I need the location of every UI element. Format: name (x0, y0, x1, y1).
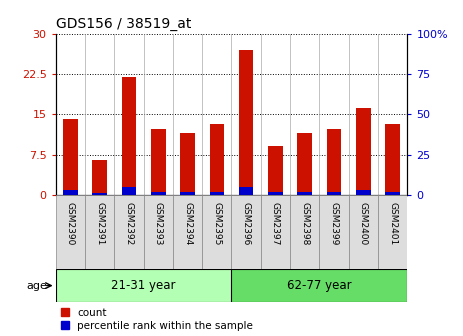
Text: age: age (26, 281, 47, 291)
Bar (232, 269, 407, 302)
Bar (268, 192, 283, 195)
Text: GSM2398: GSM2398 (300, 202, 309, 246)
Bar (151, 192, 166, 195)
Bar (349, 195, 378, 269)
Bar (297, 133, 312, 195)
Bar (297, 192, 312, 195)
Text: GSM2399: GSM2399 (330, 202, 338, 246)
Text: GSM2390: GSM2390 (66, 202, 75, 246)
Bar (151, 129, 166, 195)
Bar (180, 192, 195, 195)
Text: GSM2391: GSM2391 (95, 202, 104, 246)
Bar (385, 192, 400, 195)
Bar (114, 195, 144, 269)
Text: GSM2397: GSM2397 (271, 202, 280, 246)
Bar (319, 195, 349, 269)
Bar (239, 50, 254, 195)
Text: GSM2396: GSM2396 (242, 202, 250, 246)
Bar (385, 124, 400, 195)
Bar (232, 195, 261, 269)
Text: GSM2394: GSM2394 (183, 202, 192, 246)
Bar (121, 187, 136, 195)
Bar (356, 190, 371, 195)
Bar (180, 133, 195, 195)
Text: 21-31 year: 21-31 year (111, 279, 176, 292)
Bar (261, 195, 290, 269)
Text: GSM2393: GSM2393 (154, 202, 163, 246)
Bar (268, 146, 283, 195)
Bar (290, 195, 319, 269)
Bar (209, 124, 224, 195)
Legend: count, percentile rank within the sample: count, percentile rank within the sample (61, 308, 253, 331)
Text: 62-77 year: 62-77 year (287, 279, 352, 292)
Bar (92, 193, 107, 195)
Bar (63, 119, 78, 195)
Bar (85, 195, 114, 269)
Bar (63, 190, 78, 195)
Bar (173, 195, 202, 269)
Bar (327, 129, 342, 195)
Text: GSM2401: GSM2401 (388, 202, 397, 246)
Bar (121, 77, 136, 195)
Bar (202, 195, 232, 269)
Bar (56, 195, 85, 269)
Bar (56, 269, 232, 302)
Text: GDS156 / 38519_at: GDS156 / 38519_at (56, 17, 191, 31)
Bar (356, 108, 371, 195)
Text: GSM2400: GSM2400 (359, 202, 368, 246)
Bar (144, 195, 173, 269)
Bar (209, 192, 224, 195)
Bar (239, 187, 254, 195)
Bar (378, 195, 407, 269)
Text: GSM2395: GSM2395 (213, 202, 221, 246)
Bar (327, 192, 342, 195)
Text: GSM2392: GSM2392 (125, 202, 133, 246)
Bar (92, 160, 107, 195)
